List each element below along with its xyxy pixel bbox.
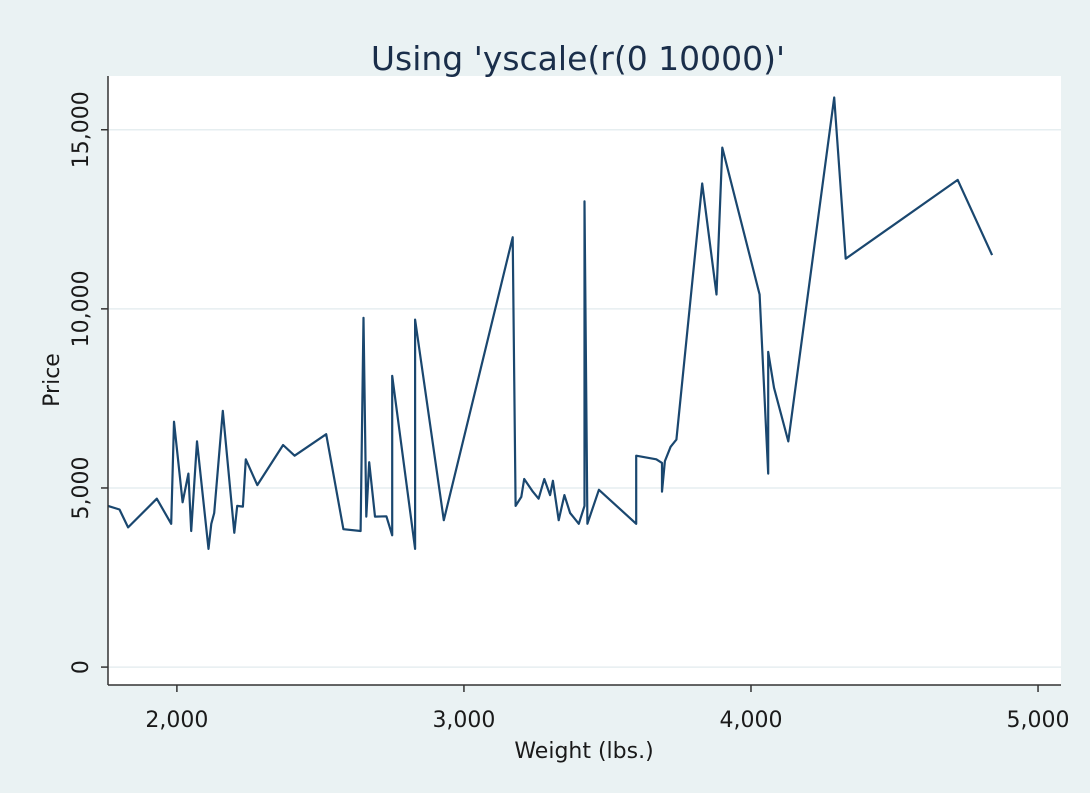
x-tick-label: 5,000 bbox=[1007, 708, 1070, 733]
x-tick-label: 2,000 bbox=[145, 708, 208, 733]
y-tick-label: 15,000 bbox=[69, 91, 94, 168]
x-tick-label: 3,000 bbox=[432, 708, 495, 733]
y-tick-label: 0 bbox=[69, 660, 94, 674]
price-series-line bbox=[107, 96, 994, 550]
y-axis-label: Price bbox=[40, 353, 65, 407]
y-tick-label: 5,000 bbox=[69, 456, 94, 519]
x-axis-ticks: 2,000 3,000 4,000 5,000 bbox=[145, 685, 1070, 733]
x-axis-label: Weight (lbs.) bbox=[514, 739, 653, 764]
y-tick-label: 10,000 bbox=[69, 270, 94, 347]
y-axis-ticks: 0 5,000 10,000 15,000 bbox=[69, 91, 108, 674]
chart-title: Using 'yscale(r(0 10000)' bbox=[371, 39, 785, 78]
x-tick-label: 4,000 bbox=[719, 708, 782, 733]
